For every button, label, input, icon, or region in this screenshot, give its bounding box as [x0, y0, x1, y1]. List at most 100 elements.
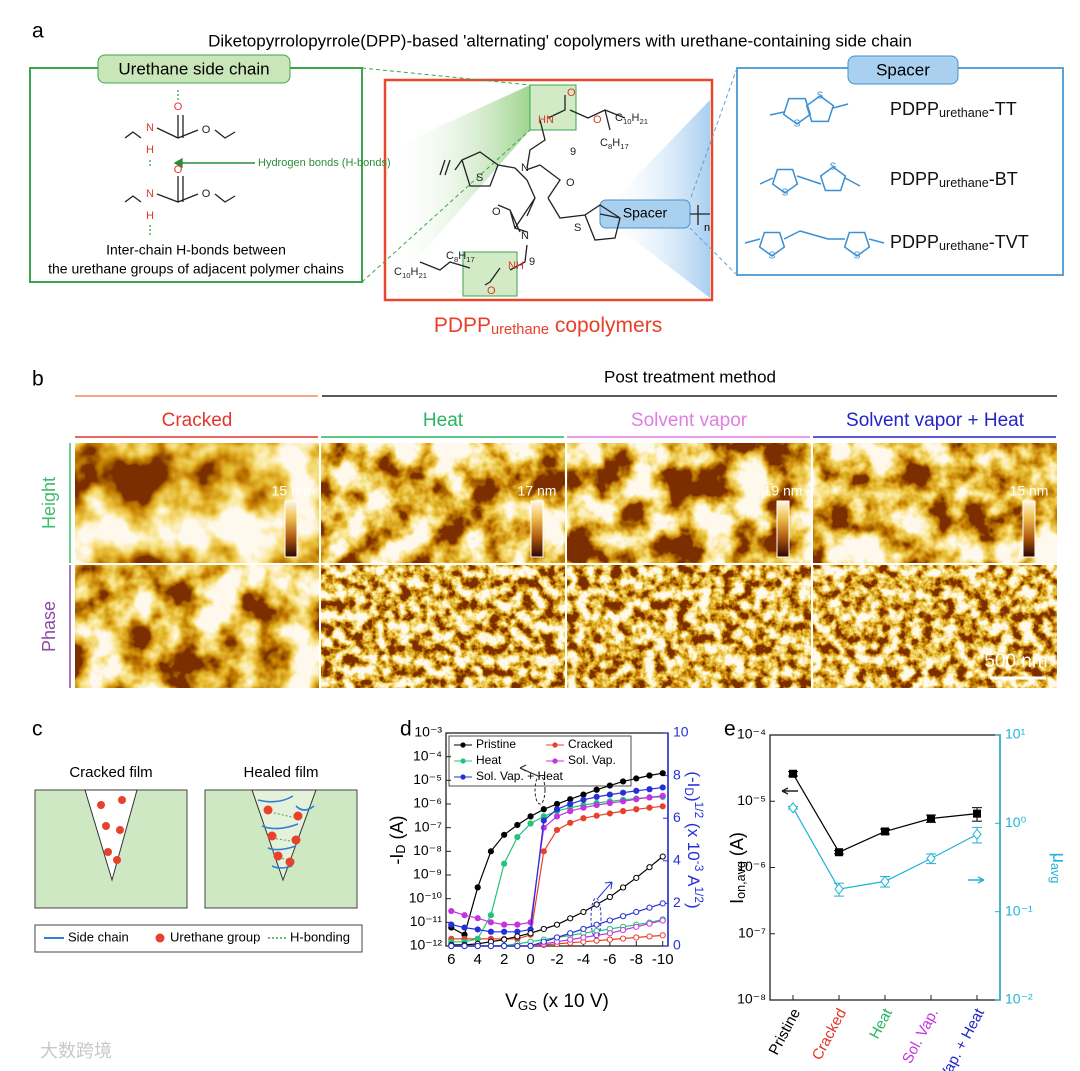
marker: [553, 813, 561, 820]
colorbar: [530, 500, 544, 558]
atom: O: [566, 177, 575, 189]
thiophene: [843, 231, 871, 257]
marker: [580, 791, 587, 798]
atom: C10H21: [615, 112, 648, 126]
annotation: [534, 775, 546, 805]
marker: [580, 804, 587, 811]
marker: [567, 915, 574, 922]
bond: [799, 230, 829, 240]
marker: [461, 924, 468, 931]
marker: [580, 925, 587, 933]
marker: [580, 796, 587, 803]
y2-tick-label: 10¹: [1005, 726, 1026, 742]
text-segment: 9: [570, 146, 576, 158]
y-tick-label: 10⁻⁴: [413, 747, 442, 763]
afm-image: [567, 443, 811, 563]
text-segment: NH: [508, 260, 524, 272]
row-label: Phase: [39, 601, 59, 652]
polymer-name: PDPPurethane-BT: [890, 169, 1018, 191]
marker: [606, 810, 613, 817]
atom: S: [817, 91, 824, 102]
legend-box: [34, 924, 363, 953]
polymer-name: PDPPurethane-TVT: [890, 232, 1029, 254]
y-tick-label: 10⁻⁵: [737, 792, 766, 808]
y-tick-label: 10⁻⁸: [413, 842, 442, 858]
y-tick-label: 10⁻⁷: [414, 818, 442, 834]
marker: [593, 801, 600, 809]
caption: Inter-chain H-bonds between: [106, 242, 286, 258]
text-segment: (x 10 V): [537, 991, 609, 1012]
atom: H: [146, 210, 154, 222]
y-tick-label: 10⁻⁷: [738, 924, 766, 940]
atom: S: [769, 251, 776, 262]
marker: [646, 786, 653, 793]
atom: S: [794, 119, 801, 130]
crack: [84, 789, 138, 882]
text-segment: C: [600, 137, 608, 149]
text-segment: H: [458, 250, 466, 262]
marker: [487, 912, 495, 919]
legend-label: Cracked: [568, 737, 613, 751]
marker: [633, 908, 640, 916]
marker: [633, 923, 640, 930]
legend-box: [448, 735, 632, 787]
marker: [659, 770, 666, 777]
marker: [580, 908, 587, 916]
urethane-box: [462, 251, 518, 297]
marker: [646, 772, 653, 779]
y2-tick-label: 4: [673, 852, 681, 868]
y-axis-label: Ion,avg (A): [727, 832, 749, 904]
text-segment: I: [727, 899, 747, 904]
text-segment: 1/2: [692, 802, 706, 819]
legend-label: Sol. Vap. + Heat: [476, 769, 563, 783]
legend-swatch: [460, 758, 466, 764]
text-segment: N: [521, 230, 529, 242]
marker: [448, 907, 455, 915]
legend-label: H-bonding: [290, 929, 350, 944]
x-tick-label: -8: [630, 951, 643, 968]
text-segment: 9: [529, 256, 535, 268]
text-segment: GS: [518, 998, 537, 1013]
marker: [567, 800, 574, 808]
marker: [487, 928, 495, 935]
caption: the urethane groups of adjacent polymer …: [48, 261, 344, 277]
panel-label: e: [724, 718, 736, 741]
colorbar-label: 15 nm: [272, 483, 311, 499]
marker: [461, 942, 468, 950]
x-tick-label: -10: [652, 951, 674, 968]
marker: [553, 800, 561, 808]
marker: [540, 817, 547, 824]
text-segment: O: [567, 87, 576, 99]
marker: [501, 942, 508, 950]
y2-tick-label: 10⁰: [1005, 814, 1027, 830]
bond: [783, 230, 801, 240]
y2-axis-label: (-ID)1/2 (x 10-3 A1/2): [682, 771, 706, 908]
annotation: [590, 897, 602, 939]
y-tick-label: 10⁻¹²: [410, 937, 443, 953]
urethane-box: [529, 84, 577, 131]
atom: S: [574, 222, 581, 234]
marker: [834, 883, 844, 895]
marker: [527, 942, 534, 950]
text-segment: -TT: [989, 99, 1017, 119]
column-header: Cracked: [162, 410, 233, 431]
column-header: Heat: [423, 410, 464, 431]
marker: [501, 831, 508, 838]
atom: O: [202, 124, 211, 136]
legend-swatch: [552, 758, 558, 764]
marker: [880, 875, 890, 888]
marker: [619, 789, 627, 796]
marker: [514, 942, 521, 950]
y-tick-label: 10⁻⁸: [737, 991, 766, 1007]
atom: O: [202, 188, 211, 200]
marker: [593, 901, 600, 908]
text-segment: PDPP: [434, 314, 491, 337]
colorbar: [284, 500, 298, 558]
bond: [796, 175, 822, 185]
marker: [540, 938, 547, 945]
marker: [593, 786, 600, 793]
marker: [487, 848, 495, 855]
text-segment: 17: [620, 142, 629, 151]
atom: C10H21: [394, 266, 427, 280]
bond: [759, 177, 774, 185]
